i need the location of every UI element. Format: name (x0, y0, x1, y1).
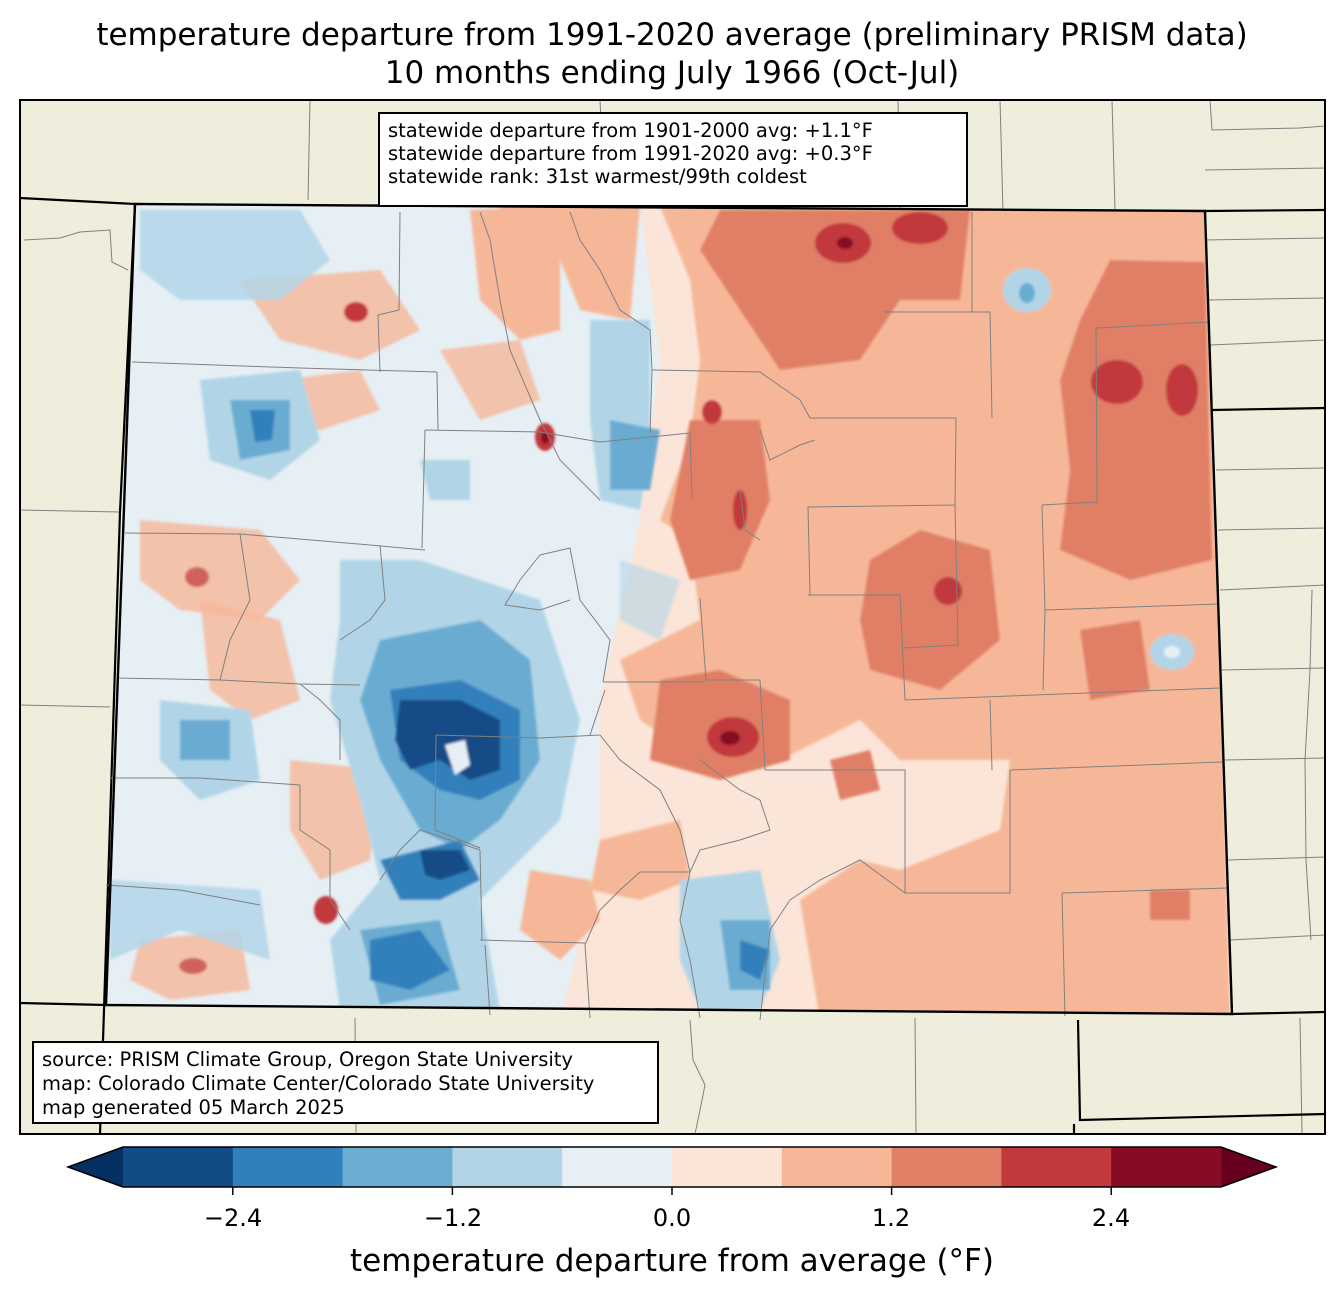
colorbar-bin-5 (672, 1147, 783, 1187)
neighbor-state-lines (20, 196, 1325, 1134)
map-subtitle: 10 months ending July 1966 (Oct-Jul) (384, 55, 960, 91)
colorbar (65, 1146, 1279, 1195)
colorbar-bin-0 (123, 1147, 234, 1187)
colorbar-label: temperature departure from average (°F) (350, 1243, 994, 1279)
stats-rank: statewide rank: 31st warmest/99th coldes… (388, 165, 807, 188)
colorbar-outline (65, 1146, 1279, 1188)
colorbar-bin-1 (232, 1147, 344, 1187)
credits-generated: map generated 05 March 2025 (42, 1096, 345, 1119)
colorbar-tick-label: 1.2 (871, 1204, 911, 1232)
colorado-temperature-field (106, 204, 1232, 1014)
statewide-stats-box: statewide departure from 1901-2000 avg: … (378, 112, 968, 207)
colorbar-tick-label: −1.2 (423, 1204, 483, 1232)
credits-source: source: PRISM Climate Group, Oregon Stat… (42, 1048, 573, 1071)
colorbar-extend-high (1221, 1147, 1276, 1187)
colorbar-bin-8 (1001, 1147, 1112, 1187)
stats-1991-2020: statewide departure from 1991-2020 avg: … (388, 142, 873, 165)
colorbar-bin-9 (1111, 1147, 1222, 1187)
map-title: temperature departure from 1991-2020 ave… (96, 17, 1248, 53)
colorbar-bin-6 (781, 1147, 893, 1187)
colorbar-bin-7 (891, 1147, 1002, 1187)
colorbar-tick-label: 2.4 (1091, 1204, 1131, 1232)
stats-1901-2000: statewide departure from 1901-2000 avg: … (388, 119, 873, 142)
colorado-border (104, 202, 1234, 1016)
colorado-county-lines (105, 211, 1229, 1021)
colorbar-tick-label: −2.4 (203, 1204, 263, 1232)
colorbar-extend-low (68, 1147, 123, 1187)
credits-box: source: PRISM Climate Group, Oregon Stat… (32, 1041, 659, 1124)
colorbar-bin-3 (452, 1147, 563, 1187)
colorbar-tick-label: 0.0 (652, 1204, 692, 1232)
map-frame (19, 99, 1326, 1135)
colorbar-bin-2 (342, 1147, 453, 1187)
colorbar-bin-4 (562, 1147, 673, 1187)
credits-map: map: Colorado Climate Center/Colorado St… (42, 1072, 595, 1095)
